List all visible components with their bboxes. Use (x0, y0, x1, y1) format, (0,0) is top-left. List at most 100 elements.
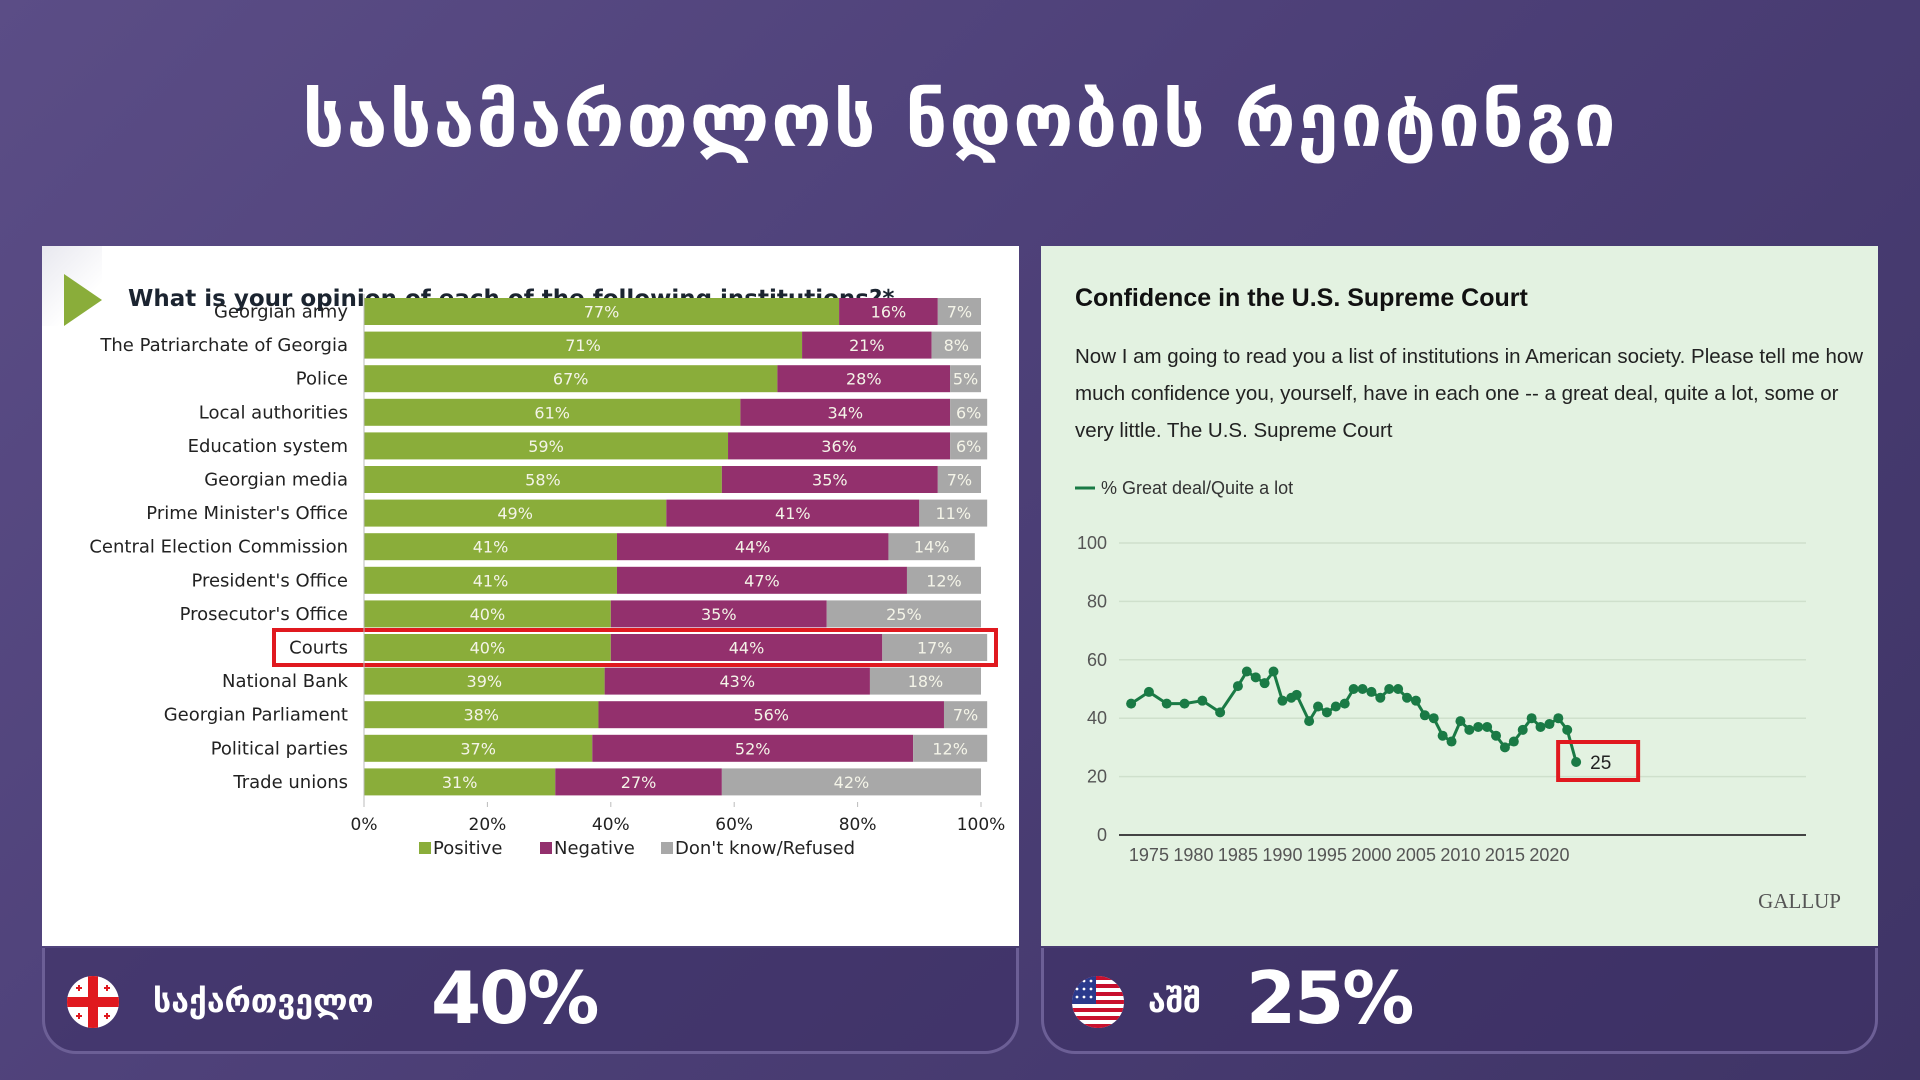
georgia-flag-icon (67, 976, 119, 1028)
us-supreme-court-panel: Confidence in the U.S. Supreme Court Now… (1041, 246, 1878, 946)
x-tick-label: 1980 (1173, 845, 1213, 865)
bar-segment-don-t-know-refused (913, 734, 988, 762)
data-point (1232, 681, 1243, 692)
georgia-courts-value: 40% (431, 956, 599, 1040)
play-triangle-icon (64, 274, 102, 326)
bar-segment-negative (610, 600, 827, 628)
data-point (1348, 684, 1359, 694)
data-point (1197, 695, 1208, 706)
category-label: Political parties (211, 738, 348, 759)
country-label-georgia: საქართველო (153, 982, 374, 1020)
data-label: 17% (917, 639, 953, 658)
bar-segment-positive (364, 365, 778, 393)
bar-segment-don-t-know-refused (919, 499, 988, 527)
bar-segment-positive (364, 701, 599, 729)
legend-label: % Great deal/Quite a lot (1101, 478, 1293, 498)
data-label: 41% (473, 538, 509, 557)
bar-segment-positive (364, 432, 729, 460)
bar-segment-don-t-know-refused (943, 701, 988, 729)
legend-label: Positive (433, 838, 502, 859)
usa-flag-icon (1072, 976, 1124, 1028)
line-chart-title: Confidence in the U.S. Supreme Court (1075, 284, 1528, 312)
data-point (1517, 724, 1528, 735)
data-point (1402, 692, 1413, 703)
legend-swatch (419, 842, 431, 854)
data-label: 36% (821, 437, 857, 456)
data-label: 67% (553, 370, 589, 389)
data-point (1126, 698, 1137, 709)
category-label: Georgian media (204, 470, 348, 491)
data-label: 41% (473, 571, 509, 590)
x-tick-label: 2000 (1351, 845, 1391, 865)
data-label: 35% (701, 605, 737, 624)
data-point (1241, 666, 1252, 677)
category-label: National Bank (222, 671, 349, 692)
x-tick-label: 80% (839, 815, 877, 835)
x-tick-label: 1995 (1307, 845, 1347, 865)
data-label: 8% (944, 336, 969, 355)
category-label: Prime Minister's Office (146, 503, 348, 524)
data-point (1455, 716, 1466, 727)
bar-segment-negative (555, 768, 722, 796)
category-label: Courts (289, 638, 348, 659)
data-point (1482, 721, 1493, 732)
data-point (1366, 686, 1377, 697)
y-tick-label: 100 (1077, 533, 1107, 553)
bar-segment-positive (364, 566, 617, 594)
data-label: 41% (775, 504, 811, 523)
data-label: 28% (846, 370, 882, 389)
data-label: 35% (812, 471, 848, 490)
category-label: Georgian Parliament (164, 705, 348, 726)
bar-segment-negative (740, 398, 951, 426)
data-label: 71% (565, 336, 601, 355)
data-point (1330, 701, 1341, 712)
data-point (1526, 713, 1537, 724)
data-label: 6% (956, 437, 981, 456)
category-label: Trade unions (232, 772, 348, 793)
bar-segment-negative (777, 365, 951, 393)
bar-segment-negative (802, 331, 932, 359)
data-label: 43% (720, 672, 756, 691)
data-label: 61% (534, 403, 570, 422)
bar-segment-negative (616, 533, 889, 561)
data-label: 49% (497, 504, 533, 523)
data-point (1437, 730, 1448, 741)
data-point (1277, 695, 1288, 706)
bar-segment-positive (364, 734, 593, 762)
data-label: 38% (463, 706, 499, 725)
data-label: 58% (525, 471, 561, 490)
data-point (1419, 710, 1430, 721)
data-point (1339, 698, 1350, 709)
data-label: 7% (953, 706, 978, 725)
bar-segment-don-t-know-refused (950, 432, 988, 460)
data-label: 18% (908, 672, 944, 691)
y-tick-label: 80 (1087, 591, 1107, 611)
data-label: 77% (584, 303, 620, 322)
data-point (1464, 724, 1475, 735)
data-label: 11% (935, 504, 971, 523)
data-point (1499, 742, 1510, 753)
data-label: 6% (956, 403, 981, 422)
data-label: 56% (753, 706, 789, 725)
data-label: 40% (470, 639, 506, 658)
data-label: 12% (926, 571, 962, 590)
x-tick-label: 1990 (1262, 845, 1302, 865)
x-tick-label: 1975 (1129, 845, 1169, 865)
data-label: 44% (735, 538, 771, 557)
category-label: Local authorities (199, 402, 348, 423)
data-label: 52% (735, 739, 771, 758)
data-label: 14% (914, 538, 950, 557)
annotation-label: 25 (1590, 753, 1611, 774)
bar-segment-positive (364, 768, 556, 796)
category-label: Central Election Commission (89, 537, 348, 558)
page-title: სასამართლოს ნდობის რეიტინგი (302, 78, 1618, 164)
legend-swatch (540, 842, 552, 854)
bar-segment-positive (364, 331, 803, 359)
data-point (1250, 672, 1261, 683)
category-label: The Patriarchate of Georgia (99, 335, 348, 356)
category-label: Georgian army (214, 302, 348, 323)
data-point (1268, 666, 1279, 677)
data-label: 31% (442, 773, 478, 792)
bar-segment-negative (610, 634, 883, 661)
bar-segment-don-t-know-refused (721, 768, 981, 796)
